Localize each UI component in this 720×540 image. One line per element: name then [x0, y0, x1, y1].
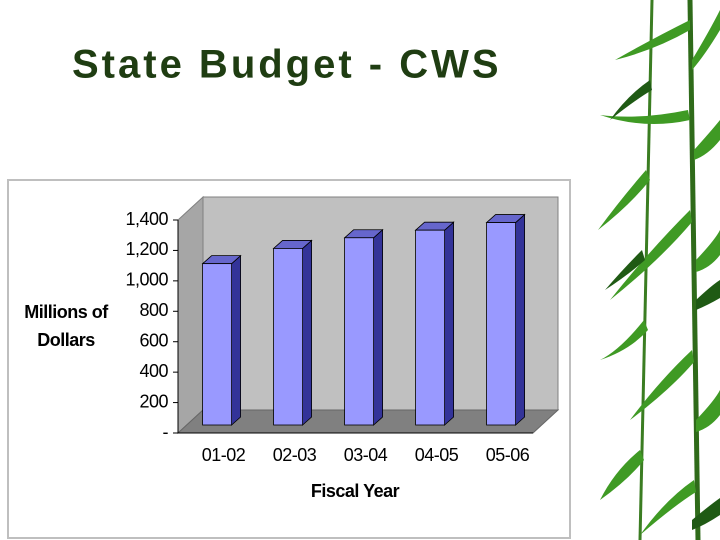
plot-area [173, 195, 560, 435]
x-axis-label: Fiscal Year [311, 481, 400, 501]
y-tick-label: 800 [139, 300, 168, 320]
bar [273, 248, 304, 426]
bar-side [515, 213, 525, 426]
x-tick-label: 05-06 [486, 445, 530, 465]
y-axis-label: Millions of [24, 302, 109, 322]
bar [415, 229, 446, 426]
x-tick-label: 03-04 [344, 445, 388, 465]
bar [486, 222, 517, 426]
side-wall [177, 195, 204, 435]
y-tick-label: - [163, 422, 169, 442]
y-tick-label: 1,000 [125, 270, 168, 290]
bar [202, 263, 233, 426]
y-tick-label: 1,200 [125, 239, 168, 259]
bar-side [302, 239, 313, 426]
x-tick-label: 04-05 [415, 445, 459, 465]
y-axis-label: Dollars [37, 330, 95, 350]
y-tick-label: 200 [139, 391, 168, 411]
bar-side [444, 221, 455, 426]
x-tick-label: 01-02 [202, 445, 246, 465]
bar-side [231, 254, 242, 426]
y-tick-label: 1,400 [125, 209, 168, 229]
bar [344, 237, 375, 426]
x-tick-label: 02-03 [273, 445, 317, 465]
bamboo-decoration [598, 0, 720, 540]
y-tick-label: 400 [139, 361, 168, 381]
y-tick-label: 600 [139, 330, 168, 350]
bar-side [373, 228, 384, 426]
slide-title: State Budget - CWS [72, 43, 502, 87]
